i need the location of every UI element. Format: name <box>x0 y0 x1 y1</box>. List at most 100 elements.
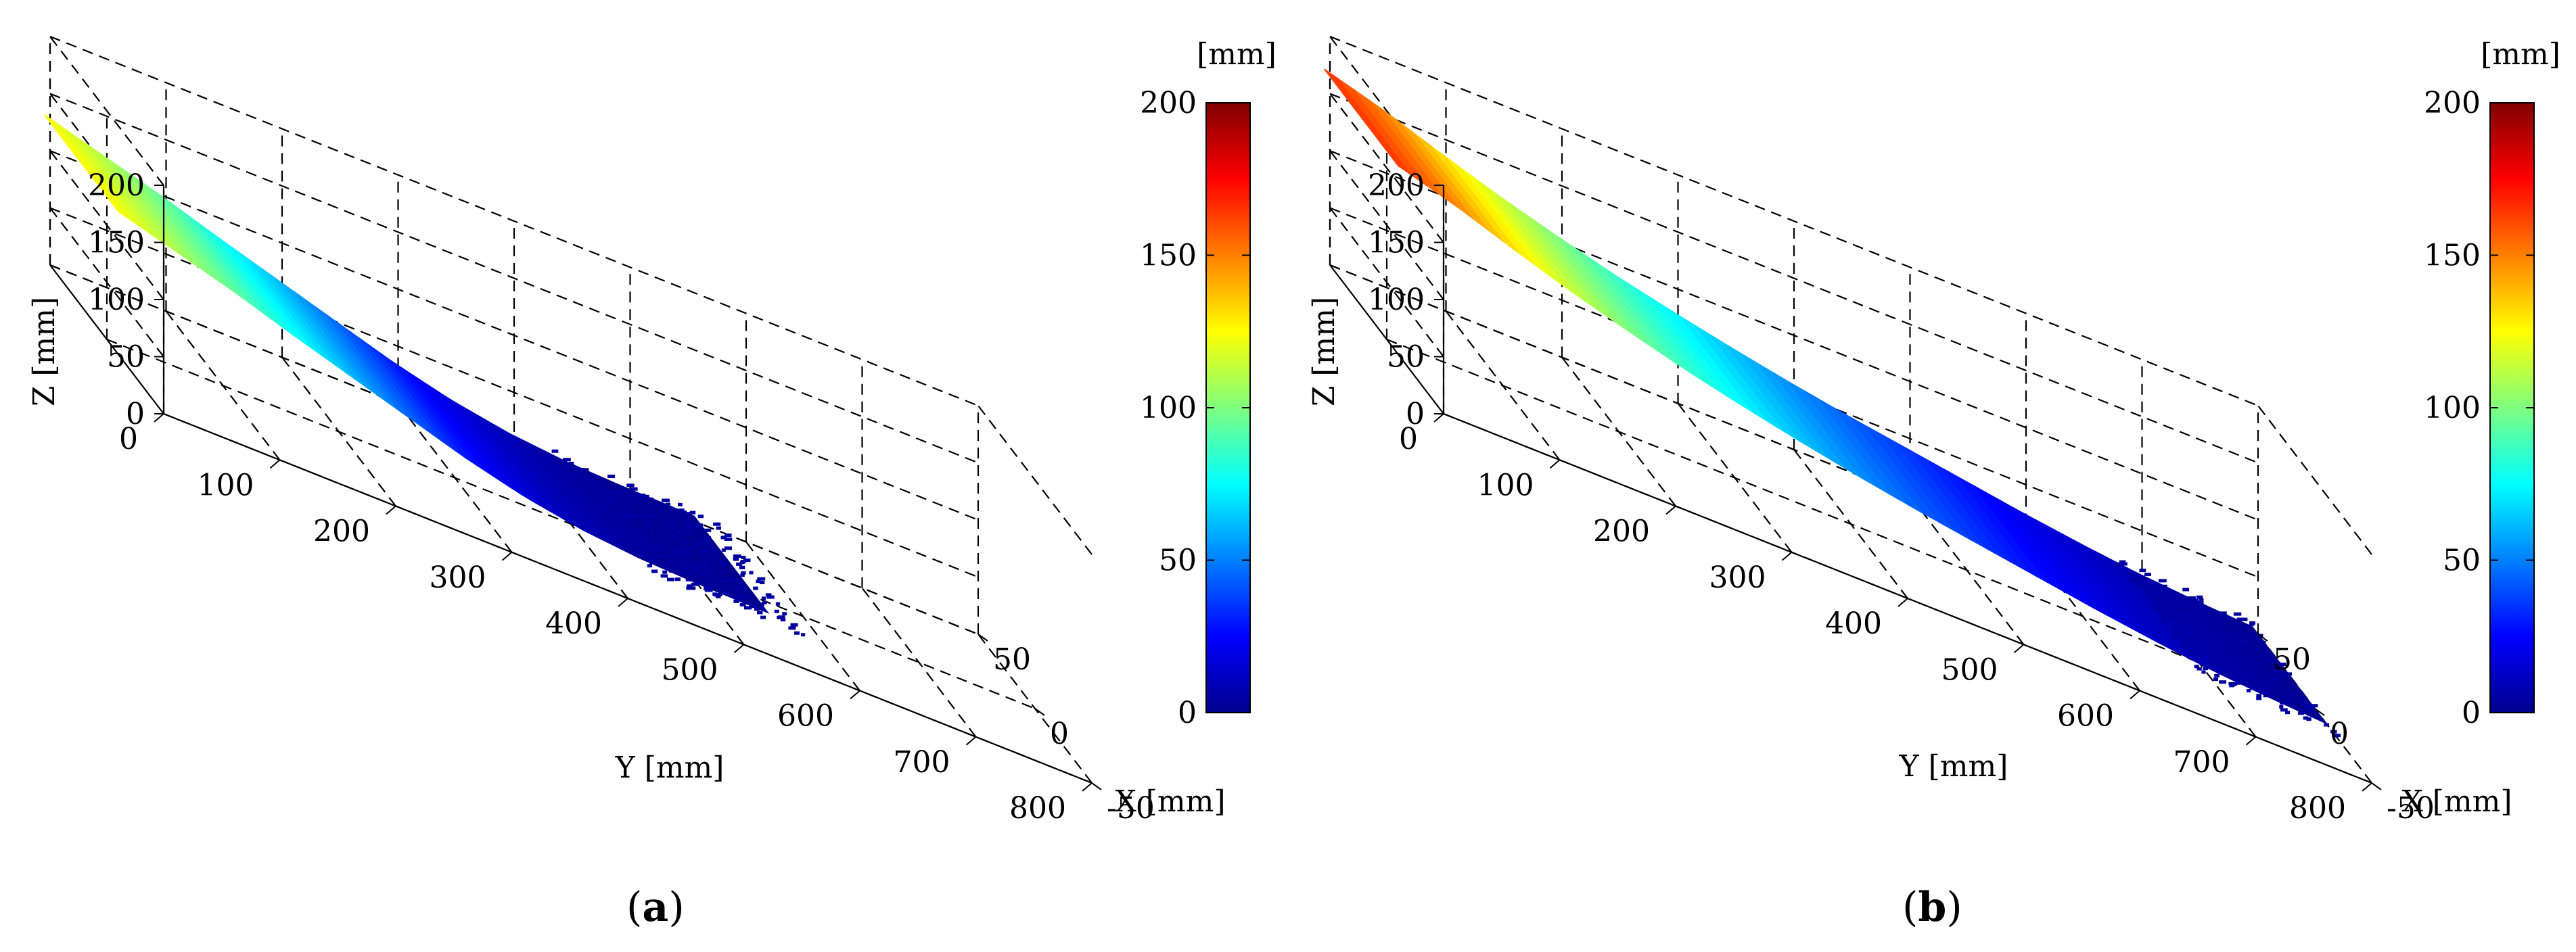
surface-speckle <box>715 594 721 598</box>
surface-speckle <box>2193 652 2199 657</box>
surface-speckle <box>2221 655 2229 659</box>
surface-speckle <box>759 581 765 585</box>
surface-speckle <box>739 602 746 606</box>
surface-speckle <box>758 602 764 606</box>
surface-speckle <box>2274 686 2281 690</box>
surface-speckle <box>2196 667 2202 671</box>
surface-speckle <box>610 514 615 518</box>
surface-speckle <box>704 538 709 542</box>
surface-speckle <box>2167 615 2174 619</box>
surface-speckle <box>2163 615 2169 619</box>
colorbar-tick-label: 100 <box>2424 391 2481 425</box>
surface-speckle <box>628 535 633 539</box>
surface-speckle <box>702 554 708 558</box>
box-edge <box>49 36 164 186</box>
surface-speckle <box>735 593 740 597</box>
y-tick-mark <box>2245 736 2257 746</box>
surface-speckle <box>775 602 781 606</box>
y-tick-label: 600 <box>2057 699 2114 734</box>
surface-speckle <box>634 515 639 519</box>
surface-speckle <box>2256 694 2261 698</box>
z-axis-label-b: Z [mm] <box>1307 297 1341 406</box>
y-tick-mark <box>2130 690 2140 700</box>
y-tick-mark <box>386 505 396 515</box>
surface-speckle <box>721 548 726 552</box>
surface-speckle <box>631 533 637 538</box>
surface-speckle <box>723 591 731 595</box>
surface-speckle <box>2237 679 2242 683</box>
surface-speckle <box>2194 665 2199 669</box>
surface-speckle <box>2213 632 2221 636</box>
surface-speckle <box>693 569 700 573</box>
surface-speckle <box>635 547 640 551</box>
surface-speckle <box>595 507 602 511</box>
surface-speckle <box>2234 639 2242 643</box>
surface-speckle <box>678 508 685 513</box>
surface-speckle <box>713 522 721 526</box>
surface-speckle <box>2240 642 2247 646</box>
surface-speckle <box>665 502 670 506</box>
surface-speckle <box>2242 617 2248 621</box>
surface-speckle <box>2280 701 2285 705</box>
surface-speckle <box>686 519 693 523</box>
surface-speckle <box>615 525 621 529</box>
surface-speckle <box>2203 667 2209 671</box>
grid-line-floor-x <box>1386 338 2316 710</box>
surface-speckle <box>2299 696 2305 700</box>
surface-speckle <box>788 626 796 630</box>
surface-speckle <box>2179 606 2188 610</box>
colorbar-tick-label: 0 <box>2462 696 2481 730</box>
surface-speckle <box>2233 612 2242 616</box>
surface-speckle <box>2220 614 2228 618</box>
surface-speckle <box>720 536 727 540</box>
surface-speckle <box>614 494 622 498</box>
surface-speckle <box>2263 694 2269 698</box>
surface-speckle <box>2196 595 2203 599</box>
surface-speckle <box>2262 680 2270 684</box>
surface-speckle <box>666 523 674 527</box>
surface-speckle <box>716 570 724 574</box>
surface-speckle <box>630 513 637 517</box>
x-tick-label: 50 <box>2273 642 2311 677</box>
surface-speckle <box>2155 598 2164 602</box>
surface-speckle <box>625 510 630 515</box>
surface-speckle <box>2152 604 2157 609</box>
axis-x-line <box>1329 264 1444 414</box>
surface-speckle <box>649 558 656 563</box>
surface-speckle <box>637 513 645 517</box>
surface-speckle <box>724 538 733 542</box>
y-tick-mark <box>501 551 513 561</box>
surface-speckle <box>2155 607 2161 611</box>
surface-speckle <box>758 605 762 609</box>
surface-speckle <box>631 538 637 542</box>
surface-speckle <box>677 552 684 556</box>
x-tick-mark <box>978 634 988 642</box>
y-tick-mark <box>618 598 628 607</box>
surface-speckle <box>2144 573 2151 577</box>
grid-line-side-z <box>1329 93 1444 243</box>
surface-speckle <box>2182 588 2190 592</box>
surface-speckle <box>661 543 668 547</box>
surface-speckle <box>699 550 705 554</box>
surface-speckle <box>703 536 711 540</box>
z-tick-label: 150 <box>88 226 145 260</box>
z-tick-label: 150 <box>1368 226 1425 260</box>
surface-speckle <box>689 510 696 515</box>
surface-speckle <box>2259 650 2267 654</box>
surface-speckle <box>2185 636 2190 640</box>
surface-speckle <box>685 552 693 556</box>
surface-speckle <box>2273 669 2279 673</box>
surface-speckle <box>2193 598 2199 602</box>
colorbar-tick-label: 150 <box>2424 239 2481 273</box>
surface-speckle <box>2254 636 2261 640</box>
surface-speckle <box>680 562 687 566</box>
surface-speckle <box>594 488 602 492</box>
box-edge <box>2257 405 2372 555</box>
y-tick-label: 600 <box>777 699 834 734</box>
surface-speckle <box>712 580 720 584</box>
surface-speckle <box>572 467 580 471</box>
y-axis-label-a: Y [mm] <box>615 751 724 785</box>
surface-speckle <box>2121 562 2128 566</box>
surface-speckle <box>801 633 806 637</box>
surface-speckle <box>2165 594 2170 598</box>
